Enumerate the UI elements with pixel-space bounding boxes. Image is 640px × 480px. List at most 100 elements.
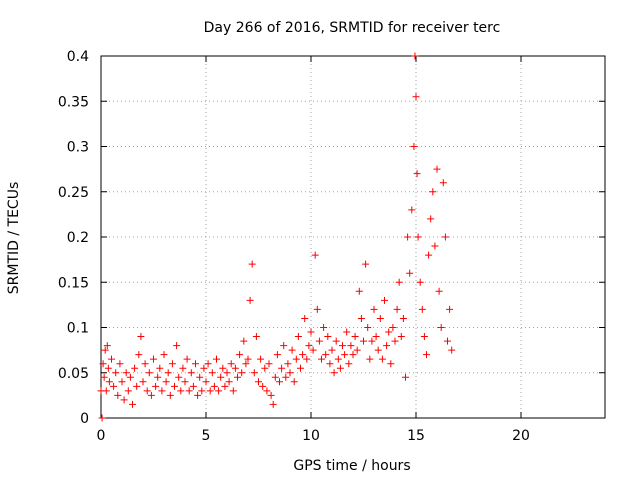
data-point xyxy=(215,387,223,395)
data-point xyxy=(225,378,233,386)
data-point xyxy=(122,369,130,377)
data-point xyxy=(124,387,132,395)
y-tick-label: 0.25 xyxy=(58,185,89,201)
data-point xyxy=(349,351,357,359)
data-point xyxy=(177,387,185,395)
data-point xyxy=(152,382,160,390)
y-tick-label: 0.35 xyxy=(58,94,89,110)
data-point xyxy=(376,314,384,322)
y-axis-label: SRMTID / TECUs xyxy=(6,182,22,295)
data-point xyxy=(236,351,244,359)
data-point xyxy=(126,373,134,381)
data-point xyxy=(411,52,419,60)
data-point xyxy=(269,400,277,408)
data-point xyxy=(297,364,304,372)
data-point xyxy=(330,369,338,377)
data-point xyxy=(101,346,109,354)
data-point xyxy=(154,373,162,381)
data-point xyxy=(378,355,386,363)
data-point xyxy=(108,355,115,363)
data-point xyxy=(364,324,372,331)
data-point xyxy=(276,378,283,386)
data-point xyxy=(412,93,420,101)
data-point xyxy=(273,351,281,359)
x-tick-labels: 0 5 10 15 20 xyxy=(97,428,530,444)
data-point xyxy=(141,360,149,368)
data-point xyxy=(336,364,344,372)
data-point xyxy=(164,369,172,377)
data-point xyxy=(145,369,153,377)
data-point xyxy=(307,328,315,336)
data-point xyxy=(387,360,395,368)
data-point xyxy=(324,333,332,341)
data-point xyxy=(143,387,151,395)
data-point xyxy=(187,369,195,377)
data-point xyxy=(166,391,174,399)
data-point xyxy=(433,165,441,173)
data-point xyxy=(444,337,451,345)
data-point xyxy=(238,369,246,377)
data-point xyxy=(305,342,313,350)
data-point xyxy=(112,369,120,377)
data-point xyxy=(370,305,378,313)
data-point xyxy=(179,364,187,372)
data-point xyxy=(202,378,210,386)
data-point xyxy=(381,296,388,304)
data-point xyxy=(351,333,359,341)
data-point xyxy=(332,337,340,345)
data-point xyxy=(366,355,374,363)
data-point xyxy=(372,333,380,341)
data-point xyxy=(395,278,403,286)
data-point xyxy=(284,360,292,368)
data-point xyxy=(104,364,112,372)
data-point xyxy=(385,328,393,336)
y-tick-labels: 0 0.05 0.1 0.15 0.2 0.25 0.3 0.35 0.4 xyxy=(58,49,89,427)
data-point xyxy=(158,387,166,395)
x-tick-label: 10 xyxy=(302,428,320,444)
y-tick-label: 0 xyxy=(80,411,89,427)
data-point xyxy=(391,337,399,345)
data-point xyxy=(185,387,193,395)
data-point xyxy=(425,251,433,259)
data-point xyxy=(362,260,370,268)
data-point xyxy=(288,346,296,354)
data-point xyxy=(227,360,235,368)
data-point xyxy=(313,305,321,313)
data-point xyxy=(261,364,269,372)
y-tick-label: 0.3 xyxy=(67,140,89,156)
data-point xyxy=(217,373,225,381)
data-point xyxy=(374,346,382,354)
x-tick-label: 15 xyxy=(407,428,425,444)
data-point xyxy=(294,333,302,341)
data-point xyxy=(309,346,317,354)
data-point xyxy=(102,387,110,395)
data-point xyxy=(189,382,197,390)
data-point xyxy=(257,355,265,363)
y-tick-label: 0.1 xyxy=(67,321,89,337)
data-point xyxy=(423,351,430,359)
data-point xyxy=(345,360,353,368)
data-point xyxy=(150,355,157,363)
x-axis-label: GPS time / hours xyxy=(293,458,410,474)
data-point xyxy=(431,242,439,250)
data-point xyxy=(280,342,288,350)
data-point xyxy=(137,333,145,341)
x-tick-label: 20 xyxy=(512,428,530,444)
data-point xyxy=(315,337,323,345)
data-point xyxy=(328,346,336,354)
data-point xyxy=(267,391,275,399)
data-point xyxy=(303,355,311,363)
data-point xyxy=(446,305,454,313)
y-tick-label: 0.4 xyxy=(67,49,89,65)
data-point xyxy=(320,324,328,331)
data-point xyxy=(437,324,445,331)
data-point xyxy=(156,364,164,372)
data-point xyxy=(229,387,237,395)
data-point xyxy=(265,360,273,368)
data-point xyxy=(248,260,256,268)
data-point xyxy=(120,396,128,404)
data-point xyxy=(114,391,122,399)
data-point xyxy=(418,305,426,313)
y-tick-label: 0.05 xyxy=(58,366,89,382)
data-point xyxy=(183,355,191,363)
